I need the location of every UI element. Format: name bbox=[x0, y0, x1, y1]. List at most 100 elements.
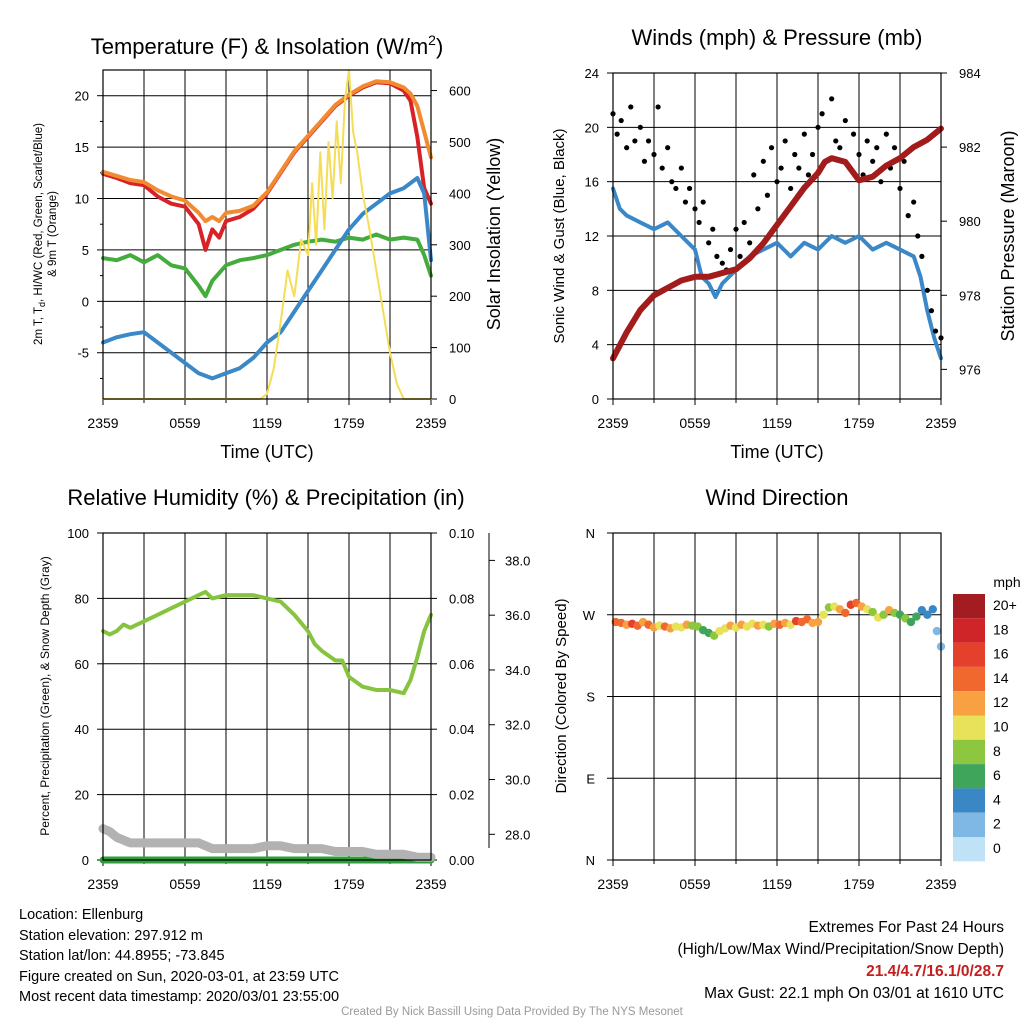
gust-point bbox=[850, 131, 857, 137]
x-tick-label: 1759 bbox=[333, 415, 364, 431]
y-axis-label: 2m T, Td, HI/WC (Red, Green, Scarlet/Blu… bbox=[33, 123, 47, 345]
y2-axis-label: Solar Insolation (Yellow) bbox=[484, 138, 504, 330]
series-light_green bbox=[101, 589, 433, 696]
x-tick-label: 2359 bbox=[925, 415, 956, 431]
chart-title: Temperature (F) & Insolation (W/m2) bbox=[91, 32, 444, 59]
colorbar-swatch bbox=[953, 618, 985, 643]
colorbar-label: 10 bbox=[993, 719, 1009, 735]
colorbar-label: 0 bbox=[993, 840, 1001, 856]
colorbar-swatch bbox=[953, 837, 985, 862]
gust-point bbox=[782, 138, 788, 144]
colorbar-label: 16 bbox=[993, 646, 1009, 662]
y3-tick-label: 36.0 bbox=[505, 608, 530, 623]
gust-point bbox=[874, 145, 880, 151]
y2-tick-label: 0.06 bbox=[449, 657, 474, 672]
y-tick-label: 15 bbox=[75, 140, 89, 155]
y-tick-label: 8 bbox=[592, 283, 599, 298]
y-tick-label: 12 bbox=[585, 229, 599, 244]
winds-panel: 2359 0559 1159 1759 2359 0 4 8 12 16 20 24 976 978 980… bbox=[551, 25, 1018, 462]
gust-point bbox=[645, 138, 652, 144]
y-tick-label: 0 bbox=[592, 392, 599, 407]
gust-point bbox=[901, 158, 907, 164]
y2-tick-label: 0.02 bbox=[449, 788, 474, 803]
colorbar-label: 2 bbox=[993, 816, 1001, 832]
colorbar-label: 8 bbox=[993, 743, 1001, 759]
y-tick-label: 20 bbox=[75, 788, 89, 803]
chart-title: Wind Direction bbox=[705, 485, 848, 510]
chart-title: Winds (mph) & Pressure (mb) bbox=[632, 25, 923, 50]
direction-point bbox=[932, 626, 942, 636]
x-tick-label: 1759 bbox=[843, 415, 874, 431]
y-tick-label: E bbox=[586, 771, 595, 786]
station-info: Location: Ellenburg Station elevation: 2… bbox=[19, 905, 339, 1008]
gust-point bbox=[829, 96, 835, 102]
direction-point bbox=[928, 605, 937, 614]
y-tick-label: 0 bbox=[82, 294, 89, 309]
temperature-panel: 2359 0559 1159 1759 2359-5051015200100200300… bbox=[33, 32, 504, 462]
extremes-title: Extremes For Past 24 Hours bbox=[808, 919, 1004, 936]
gust-point bbox=[897, 185, 903, 192]
series-green bbox=[101, 232, 433, 299]
gust-point bbox=[764, 192, 771, 198]
gust-point bbox=[837, 145, 843, 151]
y2-tick-label: 200 bbox=[449, 289, 471, 304]
gust-point bbox=[665, 145, 671, 151]
location-text: Location: Ellenburg bbox=[19, 907, 144, 923]
y2-tick-label: 982 bbox=[959, 140, 981, 155]
colorbar-title: mph bbox=[993, 574, 1020, 590]
gust-point bbox=[809, 151, 816, 158]
gust-point bbox=[741, 219, 747, 226]
gust-point bbox=[751, 172, 757, 178]
gust-point bbox=[655, 104, 661, 110]
y-tick-label: S bbox=[586, 690, 595, 705]
x-tick-label: 2359 bbox=[415, 415, 446, 431]
x-tick-label: 2359 bbox=[415, 876, 446, 892]
gust-point bbox=[692, 206, 698, 212]
y-axis-label-line2: & 9m T (Orange) bbox=[47, 191, 59, 277]
created-text: Figure created on Sun, 2020-03-01, at 23… bbox=[19, 968, 339, 985]
plot-frame bbox=[612, 532, 942, 861]
plot-frame bbox=[612, 72, 942, 400]
gust-point bbox=[659, 165, 665, 171]
x-tick-label: 2359 bbox=[87, 415, 118, 431]
y2-tick-label: 400 bbox=[449, 186, 471, 201]
y-axis-label: Sonic Wind & Gust (Blue, Black) bbox=[551, 128, 568, 343]
x-tick-label: 0559 bbox=[679, 415, 710, 431]
y-tick-label: 4 bbox=[592, 338, 599, 353]
y-tick-label: N bbox=[586, 853, 595, 868]
y2-tick-label: 0.04 bbox=[449, 722, 474, 737]
y-tick-label: 20 bbox=[75, 89, 89, 104]
y-axis-label-part: 2m T, T bbox=[33, 307, 45, 345]
x-axis-label: Time (UTC) bbox=[730, 442, 823, 462]
colorbar-swatch bbox=[953, 812, 985, 837]
chart-title-end: ) bbox=[436, 34, 443, 59]
gust-point bbox=[788, 185, 794, 192]
direction-point bbox=[912, 612, 921, 621]
credit-text: Created By Nick Bassill Using Data Provi… bbox=[341, 1006, 683, 1018]
gust-point bbox=[618, 117, 624, 124]
series-blue bbox=[611, 186, 943, 361]
gust-point bbox=[870, 158, 876, 164]
gust-point bbox=[833, 138, 839, 144]
x-tick-label: 1759 bbox=[843, 876, 874, 892]
y2-tick-label: 978 bbox=[959, 288, 981, 303]
colorbar-label: 6 bbox=[993, 767, 1001, 783]
gust-point bbox=[815, 124, 821, 130]
chart-title-main: Temperature (F) & Insolation (W/m bbox=[91, 34, 428, 59]
y2-tick-label: 0.08 bbox=[449, 591, 474, 606]
gust-point bbox=[774, 179, 780, 185]
gust-point bbox=[883, 131, 889, 137]
chart-title: Relative Humidity (%) & Precipitation (i… bbox=[67, 485, 464, 510]
gust-point bbox=[856, 151, 862, 158]
x-tick-label: 2359 bbox=[925, 876, 956, 892]
colorbar-label: 20+ bbox=[993, 597, 1017, 613]
gust-point bbox=[727, 246, 734, 253]
gust-point bbox=[891, 145, 898, 151]
direction-point bbox=[868, 607, 877, 617]
direction-point bbox=[813, 617, 823, 627]
extremes-subtitle: (High/Low/Max Wind/Precipitation/Snow De… bbox=[677, 941, 1005, 958]
y2-tick-label: 300 bbox=[449, 238, 471, 253]
x-tick-label: 2359 bbox=[597, 876, 628, 892]
gust-point bbox=[924, 287, 930, 293]
